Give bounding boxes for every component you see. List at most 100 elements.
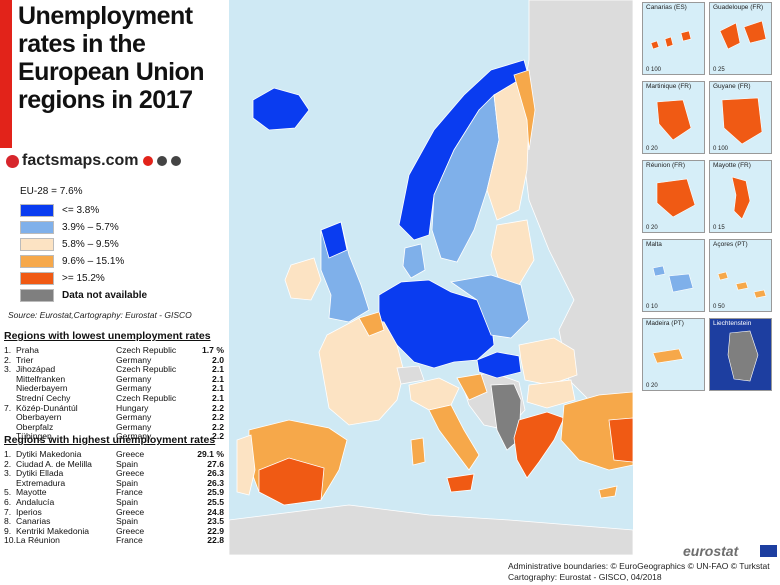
- region-cyprus: [598, 485, 618, 499]
- region-cell: Niederbayern: [16, 383, 68, 394]
- region-croatia: [456, 373, 488, 401]
- table-row: Mittelfranken Germany 2.1: [4, 374, 224, 385]
- rank-cell: 10.: [4, 535, 16, 546]
- lowest-rates-section: Regions with lowest unemployment rates 1…: [4, 330, 226, 442]
- region-cell: Strední Cechy: [16, 392, 71, 403]
- inset-label: Liechtenstein: [713, 320, 752, 327]
- country-cell: France: [116, 487, 143, 498]
- region-greece: [513, 411, 565, 479]
- table-row: 9. Kentriki Makedonia Greece 22.9: [4, 525, 224, 537]
- region-cell: Jihozápad: [16, 364, 56, 375]
- inset-scale: 0 20: [646, 225, 658, 231]
- rank-cell: 6.: [4, 496, 12, 507]
- region-france: [318, 317, 405, 426]
- country-cell: Spain: [116, 458, 138, 469]
- region-cell: Tübingen: [16, 431, 52, 442]
- twitter-icon: [156, 156, 167, 166]
- legend-label: Data not available: [62, 290, 148, 301]
- region-switzerland: [396, 365, 425, 385]
- region-cell: La Réunion: [16, 535, 60, 546]
- region-romania: [518, 337, 578, 386]
- country-cell: Germany: [116, 383, 152, 394]
- table-row: 1. Dytiki Makedonia Greece 29.1 %: [4, 449, 224, 460]
- country-cell: Greece: [116, 468, 145, 479]
- value-cell: 24.8: [207, 506, 224, 517]
- rank-cell: [4, 413, 16, 423]
- europe-map: [229, 0, 633, 555]
- inset-shape: [727, 330, 759, 382]
- credits-boundaries: Administrative boundaries: © EuroGeograp…: [508, 561, 770, 571]
- instagram-icon: [170, 156, 181, 166]
- inset-scale: 0 100: [646, 67, 662, 73]
- brand-name: factsmaps.com: [22, 152, 139, 169]
- inset-label: Guadeloupe (FR): [713, 4, 764, 11]
- region-france-north: [358, 311, 385, 337]
- rank-cell: 8.: [4, 516, 12, 527]
- value-cell: 2.2: [212, 412, 224, 423]
- region-iceland: [252, 87, 310, 131]
- value-cell: 26.3: [207, 477, 224, 488]
- legend-label: 9.6% – 15.1%: [62, 256, 125, 267]
- region-poland: [449, 274, 530, 339]
- inset-map: Liechtenstein: [709, 318, 772, 391]
- inset-shape: [721, 97, 763, 145]
- rank-cell: 3.: [4, 468, 12, 479]
- inset-map: Canarias (ES) 0 100: [642, 2, 705, 75]
- inset-scale: 0 20: [646, 146, 658, 152]
- region-cell: Kentriki Makedonia: [16, 525, 90, 536]
- inset-shape: [656, 178, 696, 218]
- region-cell: Extremadura: [16, 477, 66, 488]
- region-cell: Canarias: [16, 516, 51, 527]
- region-cell: Praha: [16, 345, 39, 355]
- country-cell: Hungary: [116, 402, 149, 413]
- country-cell: Germany: [116, 431, 152, 442]
- region-hungary: [476, 351, 522, 379]
- region-portugal: [236, 434, 256, 496]
- value-cell: 22.8: [207, 535, 224, 546]
- left-panel: Unemployment rates in the European Union…: [0, 0, 228, 585]
- eu-flag-icon: [760, 545, 777, 557]
- legend-swatch: [20, 289, 54, 302]
- inset-label: Mayotte (FR): [713, 162, 751, 169]
- inset-label: Madeira (PT): [646, 320, 684, 327]
- region-cell: Trier: [16, 354, 34, 365]
- table-row: 7. Iperios Greece 24.8: [4, 506, 224, 518]
- table-row: 5. Mayotte France 25.9: [4, 488, 224, 498]
- inset-map: Madeira (PT) 0 20: [642, 318, 705, 391]
- table-row: 10. La Réunion France 22.8: [4, 536, 224, 546]
- value-cell: 26.3: [207, 468, 224, 479]
- value-cell: 27.6: [207, 458, 224, 469]
- region-scotland: [320, 221, 348, 259]
- country-cell: Germany: [116, 354, 152, 365]
- rank-cell: 7.: [4, 402, 12, 413]
- inset-map: Réunion (FR) 0 20: [642, 160, 705, 233]
- legend-swatch: [20, 255, 54, 268]
- inset-shape: [652, 265, 694, 293]
- region-baltics: [490, 219, 535, 286]
- inset-label: Canarias (ES): [646, 4, 687, 11]
- legend-item: Data not available: [20, 287, 147, 304]
- region-cell: Oberpfalz: [16, 421, 54, 432]
- region-bulgaria: [526, 379, 576, 409]
- value-cell: 2.2: [212, 421, 224, 432]
- inset-scale: 0 15: [713, 225, 725, 231]
- inset-label: Guyane (FR): [713, 83, 751, 90]
- country-cell: France: [116, 535, 143, 546]
- region-cell: Dytiki Ellada: [16, 468, 64, 479]
- table-row: Tübingen Germany 2.2: [4, 432, 224, 442]
- title-accent-bar: [0, 0, 12, 148]
- table-row: Oberbayern Germany 2.2: [4, 413, 224, 423]
- region-cell: Iperios: [16, 506, 42, 517]
- inset-shape: [719, 20, 767, 50]
- facebook-icon: [142, 156, 153, 166]
- table-row: Extremadura Spain 26.3: [4, 477, 224, 489]
- rank-cell: 1.: [4, 449, 12, 459]
- inset-scale: 0 25: [713, 67, 725, 73]
- inset-label: Açores (PT): [713, 241, 748, 248]
- inset-map: Guadeloupe (FR) 0 25: [709, 2, 772, 75]
- rank-cell: 7.: [4, 506, 12, 517]
- inset-map: Mayotte (FR) 0 15: [709, 160, 772, 233]
- region-cell: Közép-Dunántúl: [16, 402, 78, 413]
- table-row: 2. Ciudad A. de Melilla Spain 27.6: [4, 458, 224, 470]
- inset-shape: [731, 176, 751, 220]
